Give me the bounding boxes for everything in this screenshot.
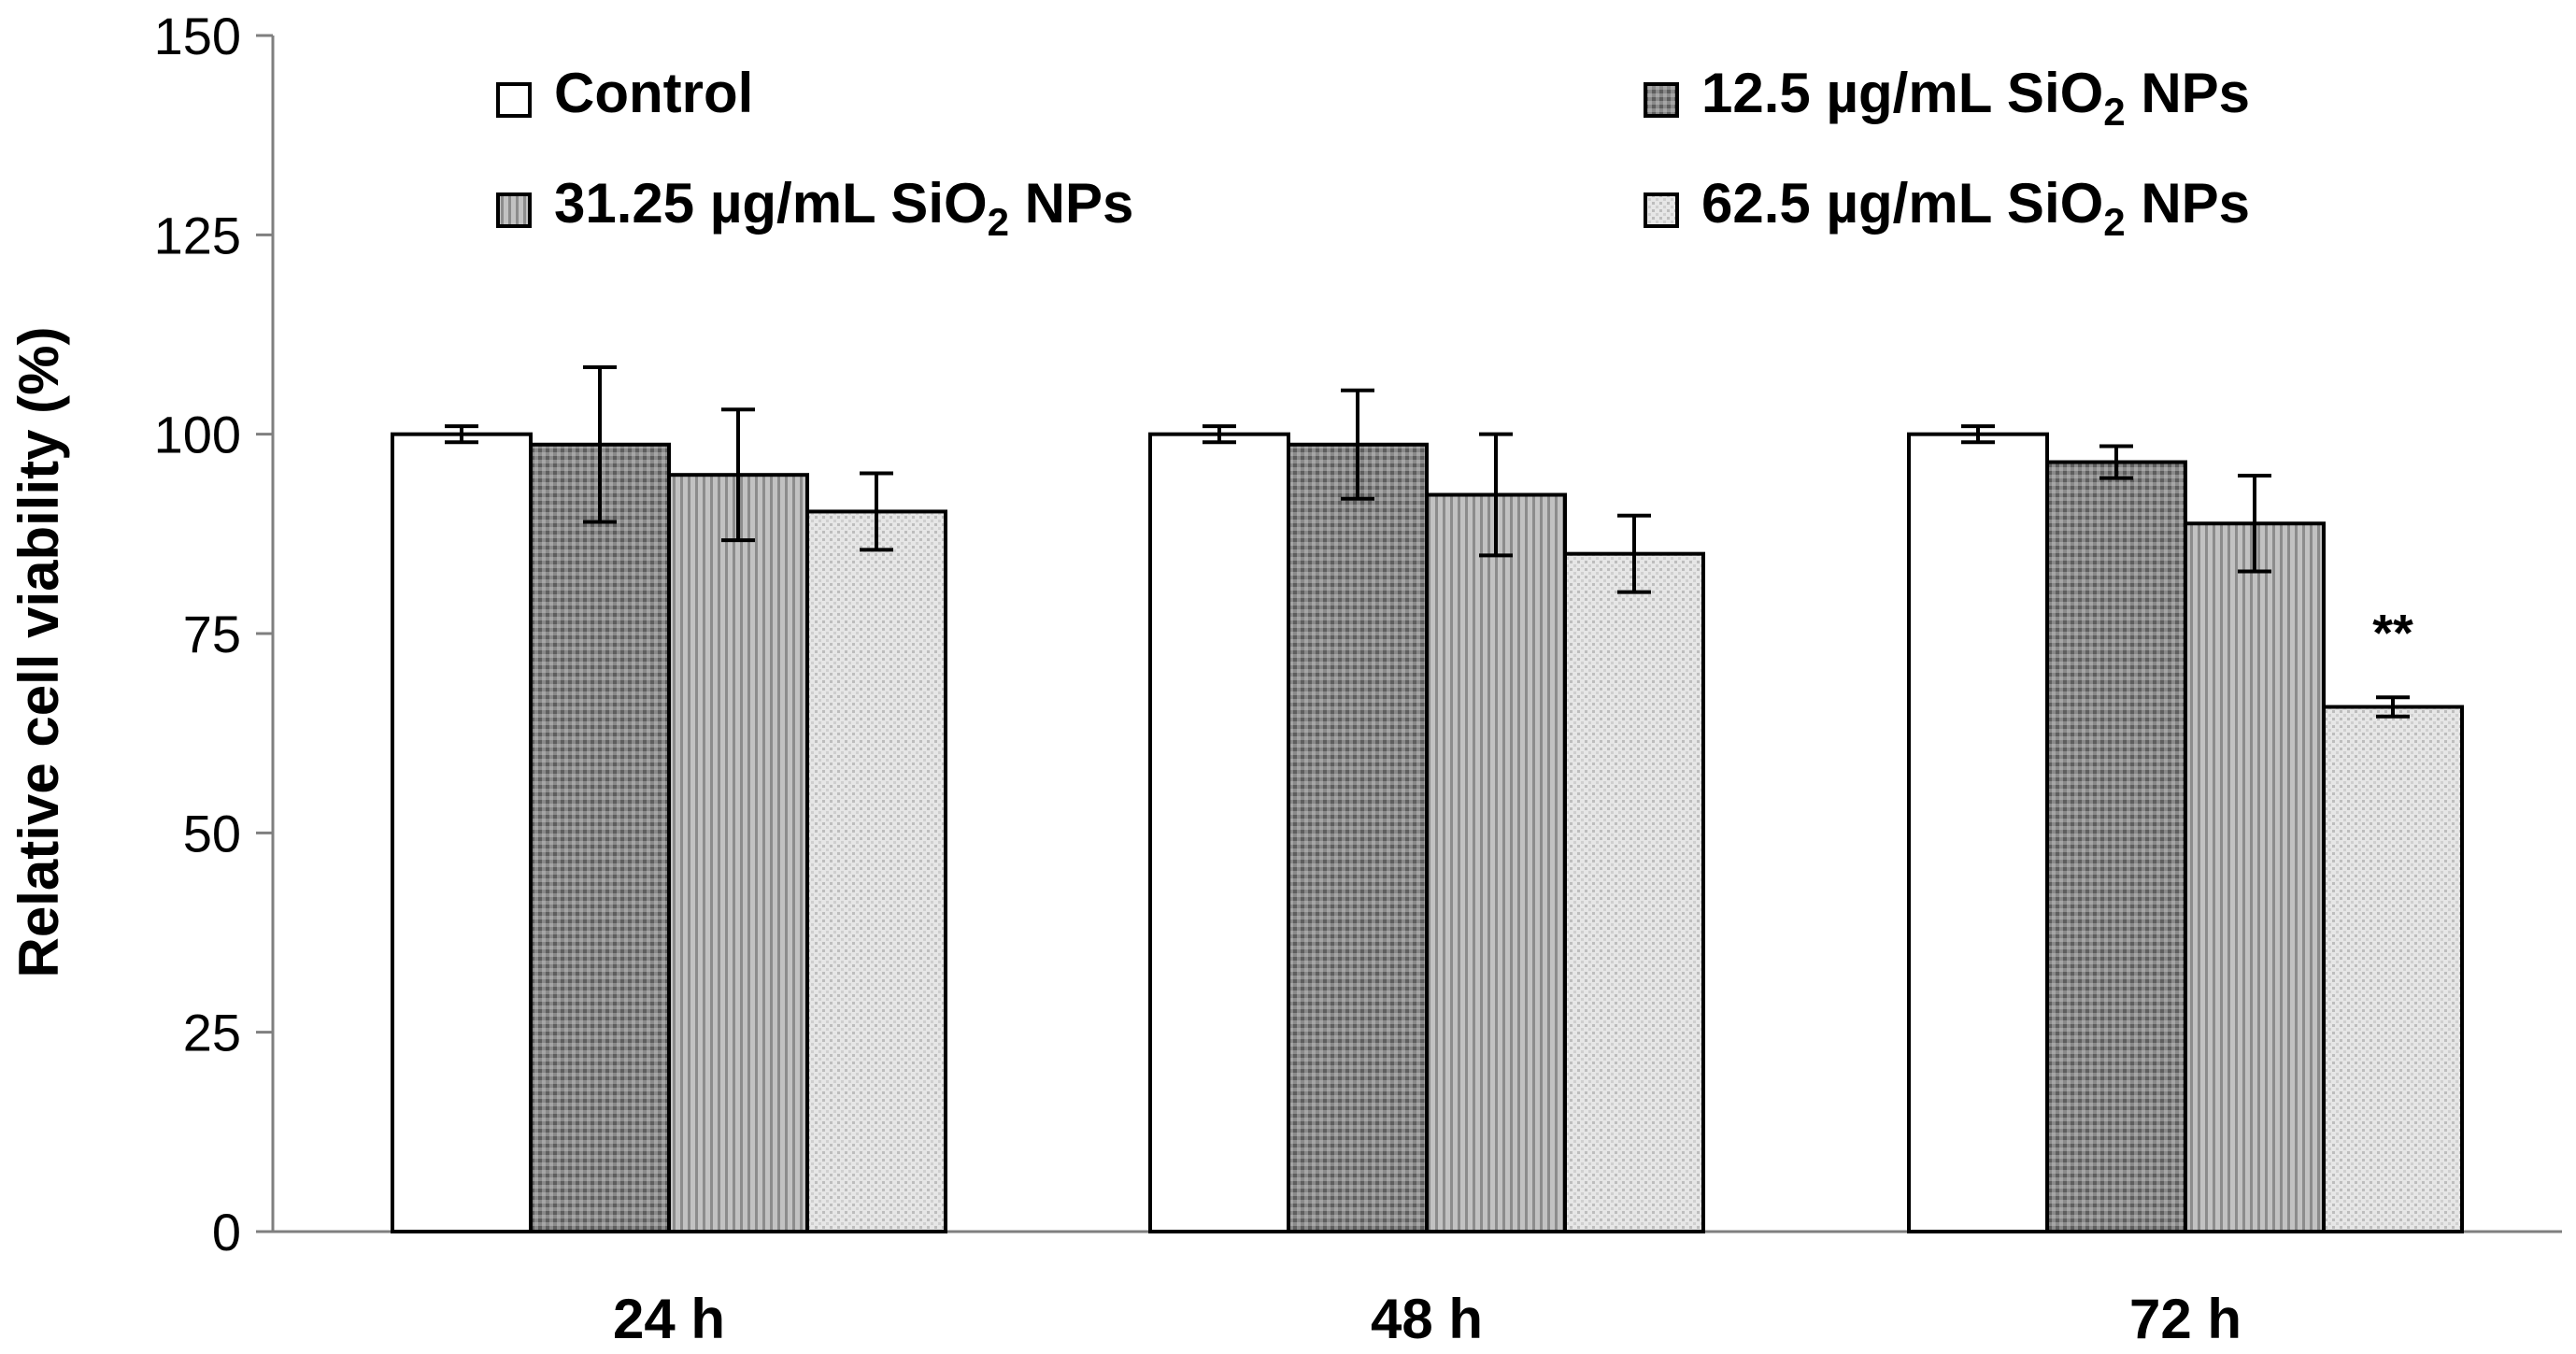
bars: **: [391, 364, 2464, 1234]
bar: [2045, 460, 2187, 1233]
x-category-label: 72 h: [2129, 1288, 2242, 1350]
bar: [1287, 442, 1429, 1233]
axes: 0 25 50 75 100 125 150 24 h 48 h 72 h: [154, 7, 2562, 1350]
significance-marker: **: [2372, 603, 2413, 662]
bar: [391, 432, 533, 1233]
bar: [1907, 432, 2049, 1233]
bar: [1148, 432, 1290, 1233]
y-tick-label: 150: [154, 7, 241, 65]
y-tick-label: 0: [212, 1203, 241, 1261]
legend-label: Control: [554, 62, 753, 124]
y-tick-label: 125: [154, 206, 241, 264]
bar: [667, 473, 809, 1234]
y-tick-label: 50: [183, 804, 241, 862]
bar: [529, 442, 671, 1233]
y-tick-label: 75: [183, 605, 241, 663]
legend-label: 62.5 µg/mL SiO2 NPs: [1701, 172, 2250, 244]
bar: [805, 509, 947, 1233]
legend-swatch: [1644, 82, 1679, 118]
x-category-label: 24 h: [613, 1288, 725, 1350]
legend-swatch: [1644, 192, 1679, 228]
bar: [2184, 521, 2326, 1233]
legend-label: 31.25 µg/mL SiO2 NPs: [554, 172, 1133, 244]
y-tick-label: 100: [154, 406, 241, 464]
x-category-label: 48 h: [1371, 1288, 1483, 1350]
legend-label: 12.5 µg/mL SiO2 NPs: [1701, 62, 2250, 134]
legend-swatch: [496, 82, 532, 118]
bar: [2322, 705, 2464, 1233]
y-tick-label: 25: [183, 1004, 241, 1062]
legend-swatch: [496, 192, 532, 228]
bar: [1425, 492, 1567, 1233]
y-axis-title: Relative cell viability (%): [7, 327, 70, 978]
bar: [1563, 551, 1705, 1233]
legend: Control 12.5 µg/mL SiO2 NPs 31.25 µg/mL Si…: [496, 62, 2250, 244]
